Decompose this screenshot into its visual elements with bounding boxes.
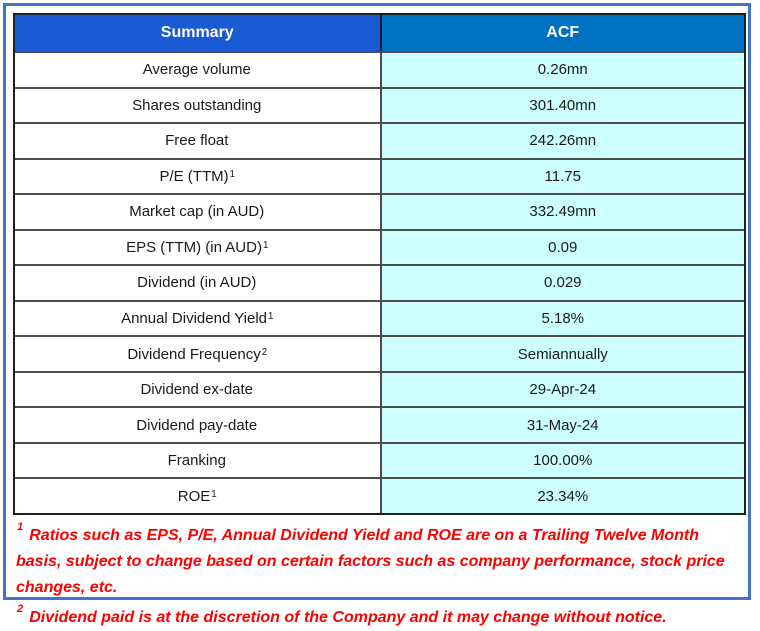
metric-label: P/E (TTM)	[159, 167, 229, 185]
metric-value-cell: Semiannually	[379, 337, 744, 371]
metric-label: Average volume	[142, 61, 251, 79]
metric-value-cell: 5.18%	[379, 301, 744, 336]
summary-header-cell: Summary	[15, 15, 380, 51]
metric-value-cell: 100.00%	[379, 443, 744, 478]
metric-label-cell: ROE 1	[177, 487, 217, 505]
metric-label-cell: Free float	[15, 124, 380, 158]
metric-label-cell: Market cap (in AUD)	[15, 195, 380, 229]
table-row: Dividend (in AUD) 0.029	[15, 264, 744, 300]
metric-label-cell: EPS (TTM) (in AUD) 1	[126, 238, 269, 256]
metric-value-cell: 301.40mn	[379, 88, 744, 123]
metric-label-cell: Dividend pay-date	[15, 408, 380, 442]
page-frame: Summary ACF Average volume 0.26mn Shares…	[3, 3, 751, 626]
metric-value-cell: 0.029	[379, 266, 744, 300]
metric-label-cell: Annual Dividend Yield 1	[121, 309, 274, 327]
table-row: EPS (TTM) (in AUD) 1 0.09	[15, 228, 744, 265]
table-row: Average volume 0.26mn	[15, 51, 744, 87]
metric-label: Dividend Frequency	[127, 345, 261, 363]
metric-label-cell: Dividend (in AUD)	[15, 266, 380, 300]
metric-label: Shares outstanding	[132, 96, 262, 114]
footnotes-section: 1 Ratios such as EPS, P/E, Annual Dividen…	[16, 519, 744, 631]
acf-header-cell: ACF	[379, 15, 744, 51]
metric-value-cell: 242.26mn	[379, 124, 744, 158]
metric-label: Dividend ex-date	[140, 381, 254, 399]
metric-label: Dividend pay-date	[136, 416, 258, 434]
metric-label: Annual Dividend Yield	[121, 309, 267, 327]
summary-table: Summary ACF Average volume 0.26mn Shares…	[13, 13, 746, 515]
table-row: Franking 100.00%	[15, 441, 744, 478]
metric-label-cell: P/E (TTM) 1	[159, 167, 236, 185]
metric-value-cell: 29-Apr-24	[379, 372, 744, 407]
footnote-2-text: Dividend paid is at the discretion of th…	[29, 609, 667, 626]
footnote-1: 1 Ratios such as EPS, P/E, Annual Dividen…	[16, 521, 744, 601]
metric-value-cell: 0.26mn	[379, 53, 744, 87]
footnote-2-marker: 2	[17, 603, 24, 616]
metric-label: ROE	[177, 487, 211, 505]
table-row: Dividend ex-date 29-Apr-24	[15, 370, 744, 407]
metric-label-cell: Dividend Frequency 2	[127, 345, 268, 363]
table-row: Dividend pay-date 31-May-24	[15, 406, 744, 442]
metric-label-cell: Dividend ex-date	[15, 373, 380, 407]
metric-label: Dividend (in AUD)	[137, 274, 257, 292]
table-header-row: Summary ACF	[15, 15, 744, 51]
metric-value-cell: 0.09	[379, 230, 744, 265]
metric-label: Market cap (in AUD)	[129, 203, 265, 221]
table-row: Shares outstanding 301.40mn	[15, 86, 744, 123]
table-row: ROE 1 23.34%	[15, 477, 744, 513]
table-row: Annual Dividend Yield 1 5.18%	[15, 299, 744, 336]
table-row: P/E (TTM) 1 11.75	[15, 157, 744, 194]
table-row: Market cap (in AUD) 332.49mn	[15, 193, 744, 229]
metric-label-cell: Franking	[15, 444, 380, 478]
metric-value-cell: 332.49mn	[379, 195, 744, 229]
table-row: Dividend Frequency 2 Semiannually	[15, 335, 744, 371]
metric-label: EPS (TTM) (in AUD)	[126, 238, 262, 256]
metric-value-cell: 31-May-24	[379, 408, 744, 442]
footnote-1-marker: 1	[17, 521, 24, 534]
table-row: Free float 242.26mn	[15, 122, 744, 158]
metric-label-cell: Average volume	[15, 53, 380, 87]
footnote-1-text: Ratios such as EPS, P/E, Annual Dividend…	[16, 527, 725, 596]
metric-label: Free float	[165, 132, 229, 150]
metric-label: Franking	[167, 452, 226, 470]
metric-label-cell: Shares outstanding	[15, 89, 380, 123]
metric-value-cell: 23.34%	[379, 479, 744, 513]
metric-value-cell: 11.75	[379, 159, 744, 194]
